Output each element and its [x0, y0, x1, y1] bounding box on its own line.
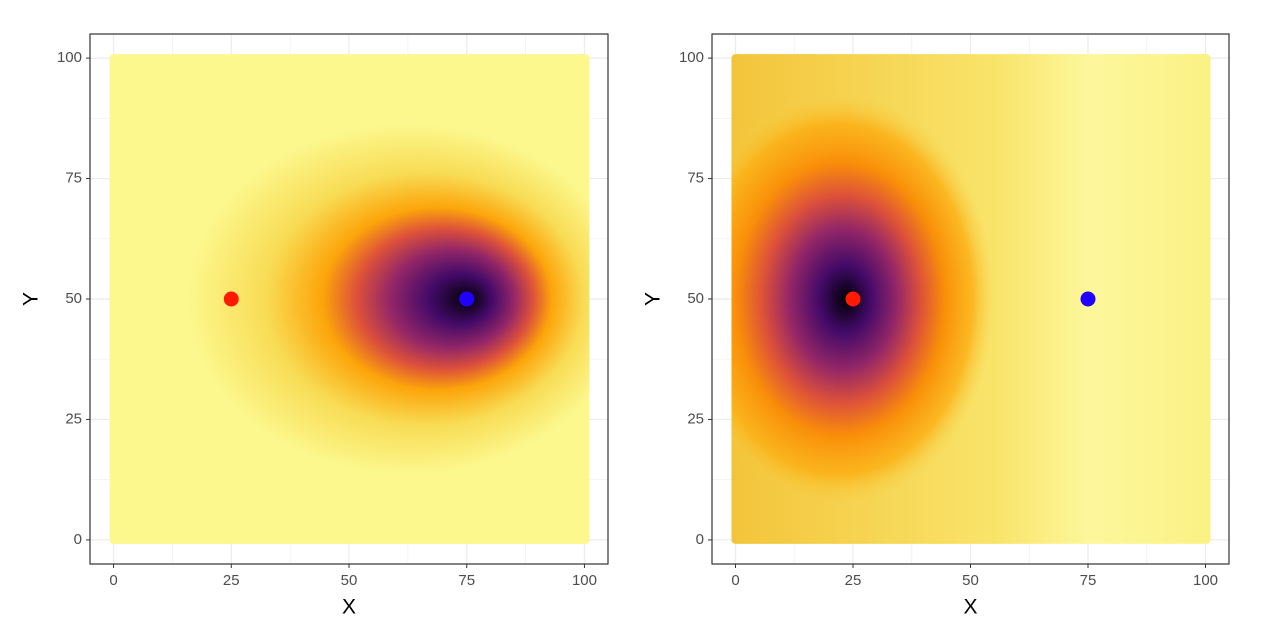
- x-axis-title: X: [342, 596, 356, 619]
- x-tick-label: 75: [1080, 572, 1097, 589]
- point: [1080, 291, 1096, 307]
- x-tick-label: 50: [962, 572, 979, 589]
- y-tick-label: 25: [65, 410, 82, 427]
- y-tick-label: 100: [679, 49, 704, 66]
- x-tick-label: 0: [731, 572, 739, 589]
- y-tick-label: 50: [65, 290, 82, 307]
- y-tick-label: 0: [696, 531, 704, 548]
- y-tick-label: 0: [74, 531, 82, 548]
- y-tick-label: 75: [687, 170, 704, 187]
- y-tick-label: 75: [65, 170, 82, 187]
- point: [223, 291, 239, 307]
- x-axis-title: X: [963, 596, 977, 619]
- x-tick-label: 100: [1193, 572, 1218, 589]
- x-tick-label: 50: [341, 572, 358, 589]
- y-tick-label: 100: [57, 49, 82, 66]
- x-tick-label: 25: [223, 572, 240, 589]
- heat-field: [109, 54, 590, 544]
- point: [845, 291, 861, 307]
- y-axis-title: Y: [20, 292, 43, 306]
- point: [459, 291, 475, 307]
- y-tick-label: 50: [687, 290, 704, 307]
- x-tick-label: 100: [572, 572, 597, 589]
- x-tick-label: 75: [458, 572, 475, 589]
- y-tick-label: 25: [687, 410, 704, 427]
- x-tick-label: 25: [845, 572, 862, 589]
- x-tick-label: 0: [109, 572, 117, 589]
- heat-field: [731, 54, 1211, 544]
- y-axis-title: Y: [642, 292, 665, 306]
